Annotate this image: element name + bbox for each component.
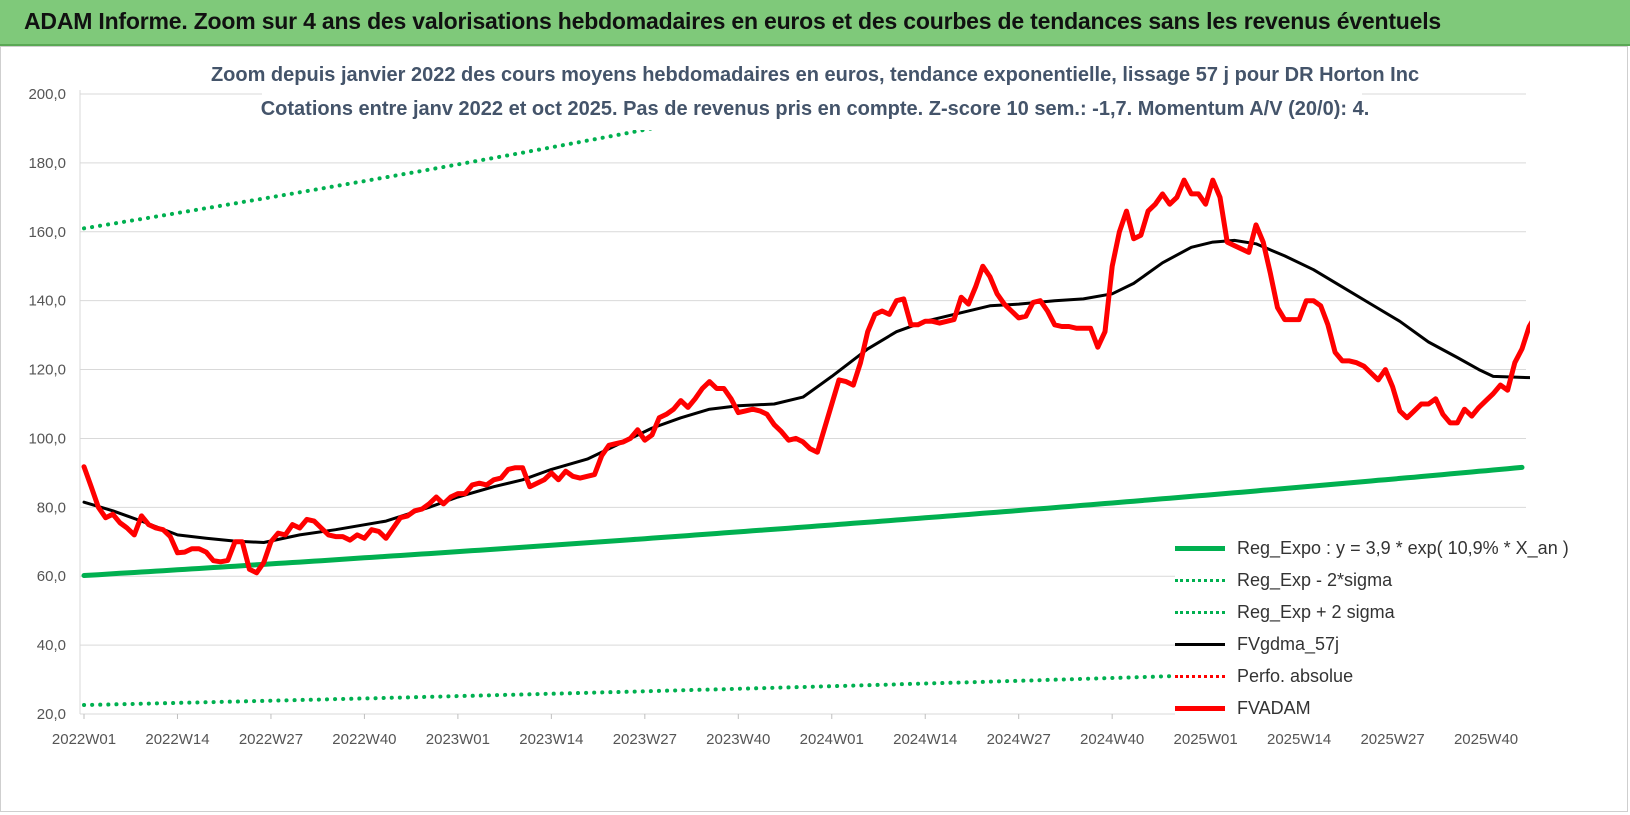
chart-subtitle: Cotations entre janv 2022 et oct 2025. P… [260,98,1370,120]
x-tick-label: 2024W40 [1080,731,1144,748]
legend-item: Reg_Exp + 2 sigma [1175,596,1595,628]
y-tick-label: 120,0 [28,362,66,379]
x-tick-label: 2024W27 [987,731,1051,748]
chart-title: Zoom depuis janvier 2022 des cours moyen… [210,64,1420,86]
x-tick-label: 2023W01 [426,731,490,748]
x-tick-label: 2023W14 [519,731,583,748]
report-title: ADAM Informe. Zoom sur 4 ans des valoris… [24,8,1442,34]
legend-label: FVADAM [1237,697,1311,718]
legend-swatch [1175,610,1225,614]
y-tick-label: 40,0 [37,637,66,654]
x-tick-label: 2024W01 [800,731,864,748]
x-tick-label: 2025W40 [1454,731,1518,748]
x-axis: 2022W01 2022W14 2022W27 2022W40 2023W01 2023W… [52,714,1518,748]
x-tick-label: 2023W40 [706,731,770,748]
legend-label: Reg_Expo : y = 3,9 * exp( 10,9% * X_an ) [1237,537,1569,558]
y-tick-label: 80,0 [37,499,66,516]
y-tick-label: 160,0 [28,224,66,241]
y-tick-label: 200,0 [28,86,66,103]
report-header: ADAM Informe. Zoom sur 4 ans des valoris… [0,0,1630,46]
x-tick-label: 2022W27 [239,731,303,748]
x-tick-label: 2025W14 [1267,731,1331,748]
legend-item: Perfo. absolue [1175,660,1595,692]
legend-label: Perfo. absolue [1237,665,1354,686]
y-tick-label: 180,0 [28,155,66,172]
y-axis: 20,0 40,0 60,0 80,0 100,0 120,0 140,0 160,0 180,… [28,86,66,723]
x-tick-label: 2022W14 [145,731,209,748]
y-tick-label: 140,0 [28,293,66,310]
y-tick-label: 60,0 [37,568,66,585]
legend-item: FVgdma_57j [1175,628,1595,660]
x-tick-label: 2023W27 [613,731,677,748]
series-line-0 [81,464,1525,578]
x-tick-label: 2022W40 [332,731,396,748]
legend-swatch [1175,642,1225,646]
legend-swatch [1175,578,1225,582]
legend-label: FVgdma_57j [1237,633,1340,654]
series-line-5 [81,177,1530,576]
x-tick-label: 2024W14 [893,731,957,748]
y-tick-label: 20,0 [37,706,66,723]
legend-label: Reg_Exp - 2*sigma [1237,569,1393,590]
chart-legend: Reg_Expo : y = 3,9 * exp( 10,9% * X_an )… [1175,532,1595,724]
legend-swatch [1175,674,1225,678]
chart-title-box [262,58,1362,130]
legend-swatch [1175,705,1225,711]
legend-item: FVADAM [1175,692,1595,724]
legend-item: Reg_Expo : y = 3,9 * exp( 10,9% * X_an ) [1175,532,1595,564]
series-line-3 [82,238,1530,544]
x-tick-label: 2022W01 [52,731,116,748]
y-tick-label: 100,0 [28,430,66,447]
legend-label: Reg_Exp + 2 sigma [1237,601,1395,622]
x-tick-label: 2025W27 [1360,731,1424,748]
legend-item: Reg_Exp - 2*sigma [1175,564,1595,596]
legend-swatch [1175,545,1225,551]
x-tick-label: 2025W01 [1174,731,1238,748]
